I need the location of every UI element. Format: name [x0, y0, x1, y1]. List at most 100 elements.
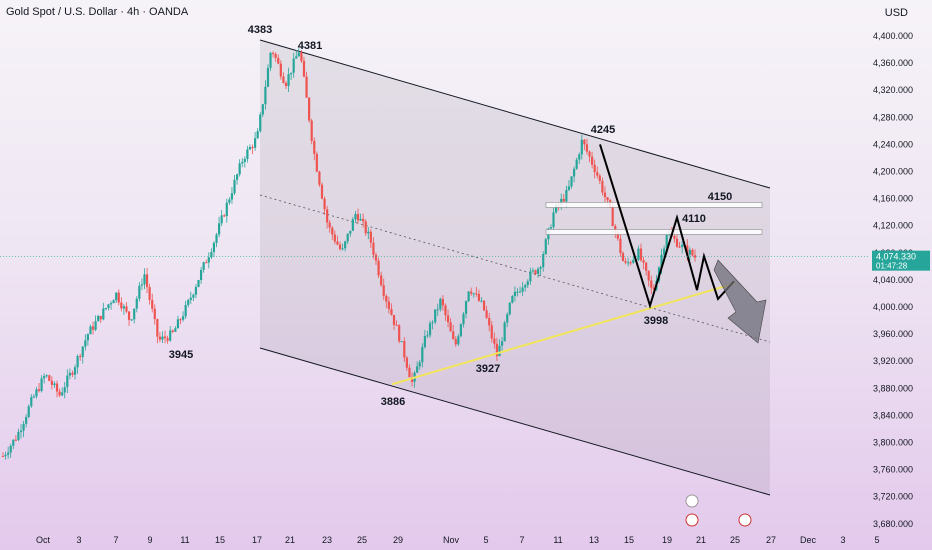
candle-body [377, 260, 380, 276]
candle-body [351, 219, 354, 231]
candle-body [578, 154, 581, 160]
time-tick-label: Oct [36, 535, 51, 545]
candle-body [524, 285, 527, 288]
candle-body [241, 161, 244, 164]
time-tick-label: 27 [766, 535, 776, 545]
candle-body [205, 262, 208, 264]
candle-body [40, 378, 43, 391]
price-tick-label: 3,840.000 [873, 410, 913, 420]
candle-body [176, 319, 180, 329]
channel-midline [259, 194, 771, 343]
time-tick-label: 11 [180, 535, 189, 545]
candle-body [616, 231, 619, 239]
time-tick-label: 9 [147, 535, 152, 545]
swing-label: 4110 [682, 213, 706, 225]
channel-lower-line [259, 347, 771, 496]
candle-body [681, 244, 684, 248]
candle-body [459, 324, 463, 337]
candle-body [53, 383, 56, 385]
price-tick-label: 4,000.000 [873, 302, 913, 312]
candle-body [436, 309, 439, 311]
candle-body [660, 254, 663, 268]
candle-body [133, 308, 136, 320]
candle-body [313, 140, 316, 154]
candle-body [359, 218, 362, 221]
candle-body [151, 299, 154, 309]
candle-body [326, 209, 329, 223]
resistance-zone [545, 202, 763, 208]
candle-body [120, 302, 123, 309]
candle-body [9, 445, 12, 453]
candle-body [529, 271, 532, 282]
swing-label: 4383 [248, 24, 272, 36]
candle-body [390, 309, 393, 315]
candle-body [449, 322, 452, 332]
time-tick-label: Nov [443, 535, 460, 545]
candle-body [135, 298, 138, 309]
candle-body [277, 57, 280, 64]
candle-body [344, 241, 347, 249]
candle-body [235, 174, 239, 180]
price-tick-label: 4,160.000 [873, 194, 913, 204]
candle-body [320, 184, 324, 199]
candle-body [148, 287, 151, 300]
candle-body [279, 63, 282, 77]
candle-body [97, 315, 100, 322]
candle-body [421, 347, 424, 363]
candle-body [99, 315, 102, 320]
candle-body [374, 254, 378, 261]
candle-body [392, 314, 396, 325]
candle-body [68, 372, 71, 376]
candle-body [495, 343, 499, 357]
price-tick-label: 3,960.000 [873, 329, 913, 339]
candle-body [675, 238, 679, 247]
candle-body [290, 72, 293, 75]
candle-body [328, 222, 331, 228]
time-tick-label: 3 [76, 535, 81, 545]
candle-body [22, 423, 25, 431]
candle-body [197, 280, 200, 287]
candle-body [367, 231, 370, 234]
candle-body [521, 287, 524, 292]
candle-body [122, 306, 126, 309]
candle-body [12, 439, 15, 446]
candle-body [403, 341, 406, 358]
candle-body [230, 193, 234, 200]
candle-body [482, 300, 486, 311]
candle-body [503, 322, 506, 342]
candle-body [50, 380, 53, 385]
candle-body [621, 253, 625, 262]
candle-body [549, 227, 553, 229]
candle-body [295, 56, 298, 59]
time-tick-label: Dec [800, 535, 817, 545]
candle-body [109, 303, 113, 305]
candle-body [611, 207, 614, 227]
price-tick-label: 3,880.000 [873, 383, 913, 393]
candle-body [464, 301, 468, 314]
candle-body [508, 302, 511, 315]
candle-body [506, 314, 509, 323]
candle-body [629, 262, 632, 264]
candle-body [76, 356, 79, 368]
candle-body [37, 389, 41, 391]
candle-body [336, 241, 339, 245]
candle-body [292, 58, 295, 73]
candle-body [544, 239, 547, 255]
candle-body [243, 159, 246, 162]
time-tick-label: 29 [393, 535, 403, 545]
swing-label: 3998 [644, 315, 668, 327]
candle-body [580, 139, 583, 155]
candle-body [145, 274, 149, 288]
candle-body [32, 396, 35, 398]
candle-body [25, 417, 28, 424]
candle-body [4, 454, 7, 457]
candle-body [156, 319, 159, 337]
time-tick-label: 25 [357, 535, 367, 545]
swing-label: 4150 [708, 191, 732, 203]
candle-body [585, 144, 589, 152]
candle-body [387, 301, 390, 310]
candle-body [354, 213, 357, 220]
candle-body [362, 218, 365, 222]
